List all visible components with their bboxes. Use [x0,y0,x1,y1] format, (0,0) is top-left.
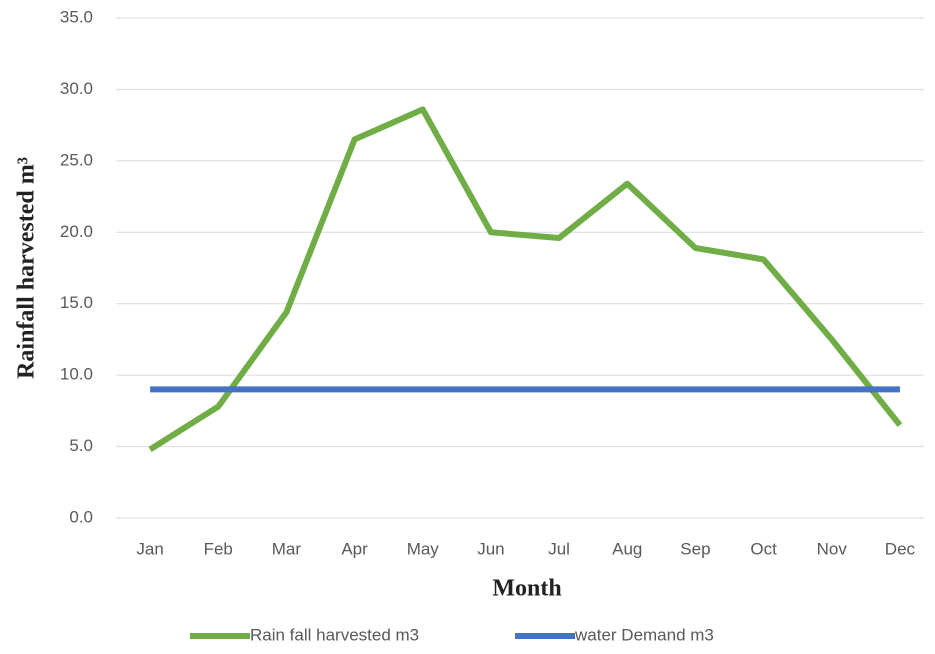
legend-label: water Demand m3 [574,625,714,644]
y-tick-label: 0.0 [69,507,93,526]
y-tick-label: 5.0 [69,436,93,455]
x-tick-label: May [407,539,440,558]
y-tick-label: 10.0 [60,365,93,384]
x-tick-label: Jul [548,539,570,558]
x-tick-label: Jan [136,539,163,558]
x-tick-label: Nov [817,539,848,558]
y-tick-label: 25.0 [60,150,93,169]
legend-label: Rain fall harvested m3 [250,625,419,644]
x-tick-label: Sep [680,539,710,558]
y-tick-label: 15.0 [60,293,93,312]
y-tick-label: 35.0 [60,7,93,26]
x-tick-label: Dec [885,539,916,558]
x-tick-label: Oct [750,539,777,558]
series-line [148,106,903,452]
x-tick-label: Feb [204,539,233,558]
x-tick-label: Apr [341,539,368,558]
x-tick-label: Mar [272,539,302,558]
y-tick-label: 20.0 [60,222,93,241]
x-tick-label: Jun [477,539,504,558]
x-axis-title: Month [492,576,561,602]
x-tick-label: Aug [612,539,642,558]
y-axis-title: Rainfall harvested m³ [14,157,40,379]
y-tick-label: 30.0 [60,79,93,98]
